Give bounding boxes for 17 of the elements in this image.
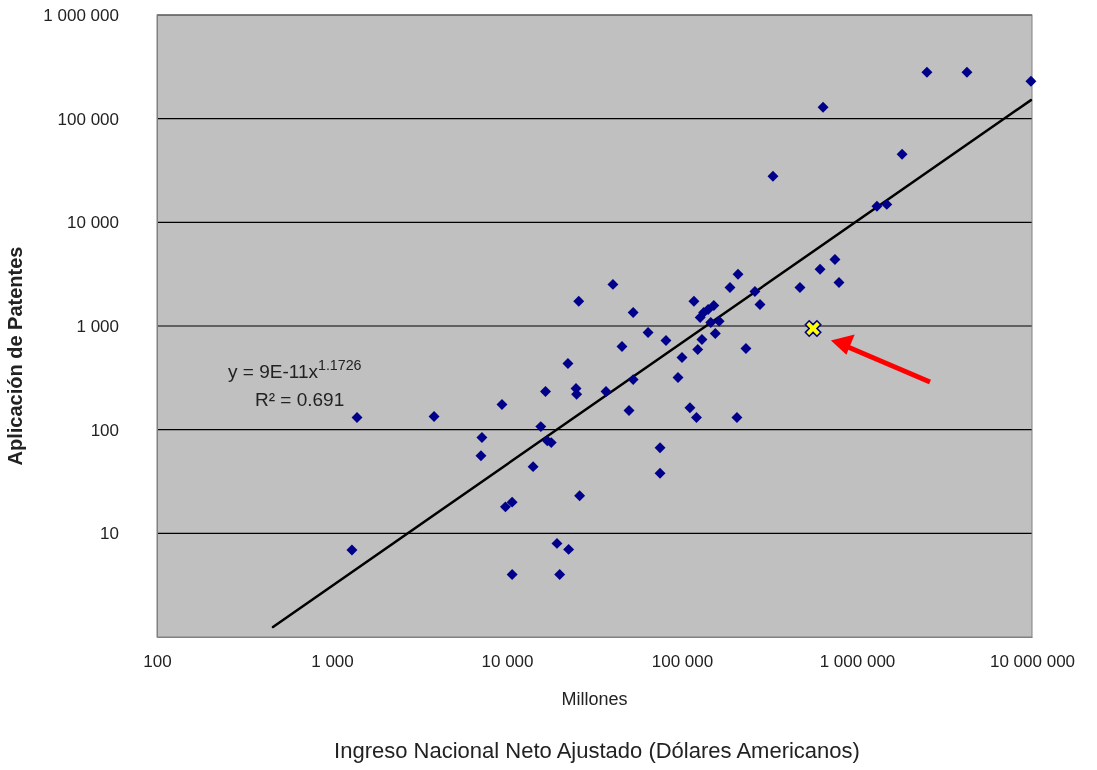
x-tick-label: 10 000 000	[989, 652, 1076, 672]
x-tick-label: 100	[143, 652, 172, 672]
y-tick-label: 1 000 000	[43, 5, 119, 25]
annotation: R² = 0.691	[255, 389, 345, 410]
y-tick-label: 10	[100, 524, 119, 544]
y-tick-label: 100 000	[57, 109, 119, 129]
y-tick-label: 1 000	[76, 316, 119, 336]
y-tick-label: 10 000	[67, 213, 119, 233]
x-tick-label: 10 000	[481, 652, 534, 672]
y-axis-title: Aplicación de Patentes	[4, 246, 26, 466]
y-tick-label: 100	[90, 420, 119, 440]
x-tick-label: 100 000	[651, 652, 714, 672]
text: Ingreso Nacional Neto Ajustado (Dólares Americanos)	[334, 738, 860, 763]
x-tick-label: 1 000	[311, 652, 354, 672]
x-tick-label: 1 000 000	[819, 652, 896, 672]
x-axis-title: Millones	[561, 689, 628, 709]
annotation: y = 9E-11x$^{1.1726}$	[228, 357, 362, 382]
